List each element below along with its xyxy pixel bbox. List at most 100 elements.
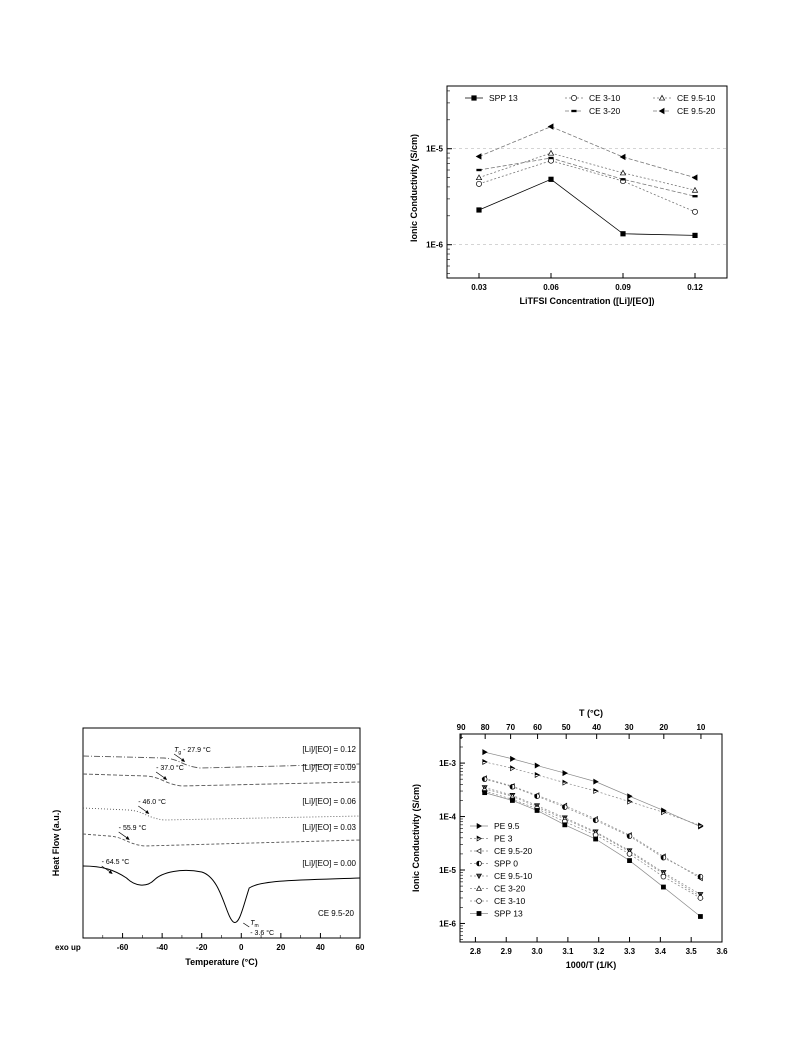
conc-legend-label: CE 3-10 (589, 93, 620, 103)
dsc-tg-arrowhead (108, 870, 113, 874)
dsc-x-tick-label: 40 (316, 943, 325, 952)
conc-data-point (475, 153, 482, 160)
conc-x-axis-label: LiTFSI Concentration ([Li]/[EO]) (520, 296, 655, 306)
arr-data-point (534, 793, 540, 799)
arr-data-point-shape (698, 914, 703, 919)
dsc-tg-label: - 55.9 °C (119, 824, 147, 832)
arr-legend-label: PE 3 (494, 834, 513, 844)
arr-data-point-shape (697, 895, 704, 901)
arr-y-tick-label: 1E-5 (439, 866, 456, 875)
conc-data-point (475, 174, 483, 181)
arr-data-point (510, 755, 516, 762)
dsc-x-tick-label: -40 (156, 943, 168, 952)
arr-data-point-shape (562, 770, 568, 777)
dsc-x-tick-label: 60 (356, 943, 365, 952)
conc-data-point-shape (620, 231, 626, 237)
conc-data-point-shape (547, 149, 555, 156)
conc-data-point (476, 207, 482, 213)
arr-legend-label: CE 9.5-20 (494, 846, 533, 856)
arr-series-line (484, 778, 701, 877)
dsc-curve (82, 865, 361, 923)
arr-data-point-fill (698, 823, 703, 826)
arr-x-tick-label: 2.9 (501, 947, 513, 956)
arr-data-point-fill (510, 784, 513, 790)
arr-data-point (481, 776, 488, 782)
arr-legend-marker-shape (475, 848, 482, 854)
arr-data-point-shape (534, 762, 541, 769)
arr-data-point (562, 822, 568, 828)
arr-legend-marker-shape (476, 911, 482, 916)
arr-data-point (510, 798, 515, 803)
dsc-x-tick-label: -20 (196, 943, 208, 952)
arr-legend-label: CE 3-10 (494, 896, 525, 906)
arr-data-point (510, 765, 516, 772)
arr-legend-marker (476, 860, 482, 867)
arr-data-point-shape (510, 755, 516, 762)
dsc-x-tick-label: -60 (117, 943, 129, 952)
dsc-curve-label: [Li]/[EO] = 0.00 (302, 859, 356, 868)
conc-data-point-shape (547, 123, 554, 130)
arr-x-axis-label: 1000/T (1/K) (566, 960, 617, 970)
arr-data-point (627, 798, 633, 805)
arr-data-point (627, 793, 633, 800)
arr-data-point (660, 873, 667, 880)
conc-x-tick-label: 0.03 (471, 283, 487, 292)
arr-data-point (482, 790, 488, 796)
arr-data-point-shape (482, 790, 488, 796)
arr-legend-marker-shape (476, 823, 483, 829)
conc-legend-marker-shape (658, 94, 666, 101)
arr-legend-marker-fill (477, 836, 482, 839)
arr-legend-marker (476, 885, 482, 891)
arr-series-line (484, 761, 701, 826)
arr-data-point (697, 873, 704, 880)
arr-series-line (484, 788, 701, 897)
dsc-x-tick-label: 20 (276, 943, 285, 952)
dsc-x-axis-label: Temperature (°C) (185, 957, 257, 967)
dsc-sample-label: CE 9.5-20 (318, 909, 355, 918)
conc-data-point-shape (475, 174, 483, 181)
arr-data-point-shape (510, 798, 515, 803)
conc-legend-label: CE 3-20 (589, 106, 620, 116)
arr-top-tick-label: 10 (696, 723, 705, 732)
conc-data-point-shape (476, 207, 482, 213)
conc-series-line (478, 160, 696, 213)
conc-legend-marker (658, 107, 665, 115)
arr-data-point-fill (627, 833, 630, 839)
arr-legend-label: SPP 13 (494, 909, 523, 919)
arr-legend-label: PE 9.5 (494, 821, 520, 831)
arr-x-tick-label: 2.8 (470, 947, 482, 956)
dsc-curve-label: [Li]/[EO] = 0.03 (302, 823, 356, 832)
conc-data-point (548, 176, 554, 182)
conc-legend-marker-shape (658, 107, 665, 115)
conc-data-point (476, 168, 482, 172)
arr-top-tick-label: 20 (659, 723, 668, 732)
arr-legend-label: CE 9.5-10 (494, 871, 533, 881)
dsc-x-tick-label: 0 (239, 943, 244, 952)
arr-data-point (626, 833, 633, 839)
conc-data-point-shape (475, 153, 482, 160)
arr-data-point-shape (660, 873, 667, 880)
conc-y-axis-label: Ionic Conductivity (S/cm) (409, 134, 419, 242)
conc-data-point-shape (476, 180, 482, 187)
arr-top-tick-label: 60 (533, 723, 542, 732)
arr-legend-label: SPP 0 (494, 859, 518, 869)
conc-data-point (548, 156, 554, 160)
arr-data-point (698, 914, 703, 919)
conc-data-point-shape (620, 178, 626, 181)
conc-data-point-shape (691, 174, 698, 181)
conc-series-line (478, 157, 696, 197)
arr-series-line (484, 777, 701, 879)
conc-data-point-shape (692, 232, 698, 239)
arr-y-tick-label: 1E-4 (439, 813, 456, 822)
dsc-curve (82, 773, 361, 787)
arr-data-point-shape (482, 749, 488, 756)
conc-data-point (620, 178, 626, 181)
conc-legend-marker-shape (471, 95, 477, 101)
arr-series-line (484, 790, 701, 899)
conc-x-tick-label: 0.09 (615, 283, 631, 292)
arr-data-point-fill (562, 804, 565, 810)
conc-legend-label: CE 9.5-20 (677, 106, 716, 116)
dsc-y-axis-label: Heat Flow (a.u.) (51, 810, 61, 877)
arr-data-point (592, 817, 599, 824)
conc-legend-label: CE 9.5-10 (677, 93, 716, 103)
